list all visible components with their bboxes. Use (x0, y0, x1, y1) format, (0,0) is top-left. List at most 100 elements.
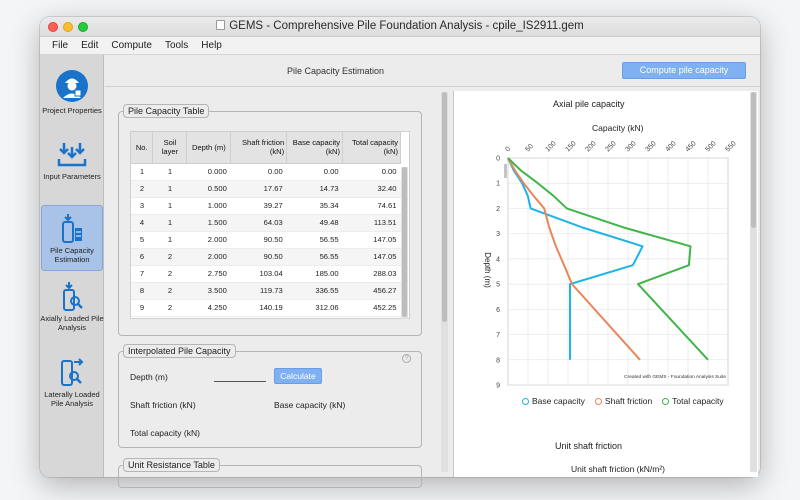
table-cell: 103.04 (230, 265, 287, 283)
x-axis-label-capacity: Capacity (kN) (592, 123, 644, 133)
table-cell: 17.67 (230, 180, 287, 198)
plot-area (507, 157, 729, 386)
menu-tools[interactable]: Tools (164, 40, 189, 51)
table-cell: 6 (131, 248, 153, 266)
table-cell: 35.34 (286, 197, 343, 215)
pile-capacity-table-body: 1 1 0.000 0.00 0.00 0.00 2 1 0.500 17.67 14.73 32.4… (131, 163, 401, 317)
table-cell: 312.06 (286, 299, 343, 317)
legend-item-shaft-friction[interactable]: Shaft friction (594, 396, 652, 406)
table-row[interactable]: 6 2 2.000 90.50 56.55 147.05 (131, 248, 401, 266)
legend-item-total-capacity[interactable]: Total capacity (662, 396, 724, 406)
pile-capacity-table-wrap[interactable]: No. Soil layer Depth (m) Shaft friction … (130, 131, 410, 319)
col-header-base-capacity[interactable]: Base capacity (kN) (286, 132, 344, 164)
calculate-button[interactable]: Calculate (274, 368, 322, 384)
maximize-window-button[interactable] (78, 22, 88, 32)
pile-capacity-table-group: Pile Capacity Table (118, 104, 422, 336)
x-tick-label: 50 (524, 143, 535, 154)
table-row[interactable]: 2 1 0.500 17.67 14.73 32.40 (131, 180, 401, 198)
table-cell: 8 (131, 282, 153, 300)
table-row[interactable]: 9 2 4.250 140.19 312.06 452.25 (131, 299, 401, 317)
table-scrollbar[interactable] (401, 167, 408, 319)
table-cell: 56.55 (286, 248, 343, 266)
table-cell: 147.05 (342, 248, 401, 266)
col-header-depth[interactable]: Depth (m) (186, 132, 232, 164)
document-icon (216, 20, 226, 30)
table-scrollbar-thumb[interactable] (402, 167, 407, 317)
col-header-no[interactable]: No. (131, 132, 154, 164)
x-tick-label: 100 (544, 140, 557, 153)
table-cell: 288.03 (342, 265, 401, 283)
x-tick-label: 450 (684, 140, 697, 153)
menu-file[interactable]: File (52, 40, 69, 51)
table-row[interactable]: 4 1 1.500 64.03 49.48 113.51 (131, 214, 401, 232)
x-tick-label: 350 (644, 140, 657, 153)
table-cell: 3 (131, 197, 153, 215)
table-cell: 140.19 (230, 299, 287, 317)
table-cell: 147.05 (342, 231, 401, 249)
y-tick-label: 9 (496, 383, 500, 390)
table-cell: 0.00 (286, 163, 343, 181)
depth-input[interactable] (214, 381, 266, 382)
table-cell: 1.000 (186, 197, 231, 215)
table-row[interactable]: 7 2 2.750 103.04 185.00 288.03 (131, 265, 401, 283)
menu-help[interactable]: Help (201, 40, 222, 51)
y-axis-label-depth: Depth (m) (483, 252, 492, 288)
table-cell: 7 (131, 265, 153, 283)
table-cell: 9 (131, 299, 153, 317)
table-cell: 1 (131, 163, 153, 181)
pile-capacity-table: No. Soil layer Depth (m) Shaft friction … (131, 132, 401, 317)
table-cell: 39.27 (230, 197, 287, 215)
table-cell: 90.50 (230, 248, 287, 266)
axial-capacity-chart: 0 50 100 150 200 250 300 350 400 450 500 550 0 1 2 3 4 5 6… (483, 140, 738, 390)
left-pane-scrollbar[interactable] (441, 92, 448, 472)
sidebar-item-pile-capacity-estimation[interactable]: Pile Capacity Estimation (41, 205, 103, 271)
chart-pane-scrollbar[interactable] (750, 92, 757, 472)
table-cell: 119.73 (230, 282, 287, 300)
table-cell: 456.27 (342, 282, 401, 300)
help-icon[interactable]: ? (402, 354, 411, 363)
table-row[interactable]: 1 1 0.000 0.00 0.00 0.00 (131, 163, 401, 181)
interpolated-pile-capacity-legend: Interpolated Pile Capacity (123, 344, 236, 358)
base-capacity-label: Base capacity (kN) (274, 400, 346, 410)
chart-title-unit-shaft-friction: Unit shaft friction (555, 441, 623, 451)
close-window-button[interactable] (48, 22, 58, 32)
table-cell: 1 (152, 214, 187, 232)
sidebar-item-input-parameters[interactable]: Input Parameters (40, 141, 104, 189)
menu-bar: File Edit Compute Tools Help (40, 37, 760, 55)
table-cell: 56.55 (286, 231, 343, 249)
table-cell: 452.25 (342, 299, 401, 317)
table-cell: 0.00 (230, 163, 287, 181)
left-pane-scrollbar-thumb[interactable] (442, 92, 447, 322)
sidebar-item-laterally-loaded-pile-analysis[interactable]: Laterally Loaded Pile Analysis (40, 357, 104, 417)
minimize-window-button[interactable] (63, 22, 73, 32)
window-title: GEMS - Comprehensive Pile Foundation Ana… (40, 20, 760, 32)
x-tick-label: 200 (584, 140, 597, 153)
col-header-shaft-friction[interactable]: Shaft friction (kN) (230, 132, 288, 164)
legend-item-base-capacity[interactable]: Base capacity (522, 396, 585, 406)
table-cell: 1 (152, 163, 187, 181)
table-cell: 2 (152, 265, 187, 283)
table-row[interactable]: 3 1 1.000 39.27 35.34 74.61 (131, 197, 401, 215)
menu-compute[interactable]: Compute (111, 40, 152, 51)
title-bar: GEMS - Comprehensive Pile Foundation Ana… (40, 17, 760, 37)
menu-edit[interactable]: Edit (81, 40, 99, 51)
unit-resistance-table-legend: Unit Resistance Table (123, 458, 220, 472)
series-line-total-capacity (507, 157, 709, 361)
y-tick-label: 0 (496, 156, 500, 163)
col-header-total-capacity[interactable]: Total capacity (kN) (342, 132, 401, 164)
sidebar-item-axially-loaded-pile-analysis[interactable]: Axially Loaded Pile Analysis (40, 281, 104, 337)
compute-pile-capacity-button[interactable]: Compute pile capacity (622, 62, 746, 79)
table-cell: 3.500 (186, 282, 231, 300)
table-cell: 2 (131, 180, 153, 198)
x-tick-label: 300 (624, 140, 637, 153)
table-row[interactable]: 5 1 2.000 90.50 56.55 147.05 (131, 231, 401, 249)
table-cell: 0.500 (186, 180, 231, 198)
table-cell: 1 (152, 197, 187, 215)
col-header-soil-layer[interactable]: Soil layer (152, 132, 188, 164)
table-row[interactable]: 8 2 3.500 119.73 336.55 456.27 (131, 282, 401, 300)
sidebar-item-project-properties[interactable]: Project Properties (40, 69, 104, 121)
chart-pane-scrollbar-thumb[interactable] (751, 92, 756, 228)
lateral-pile-icon (61, 358, 84, 386)
x-tick-label: 550 (724, 140, 737, 153)
y-tick-label: 6 (496, 307, 500, 314)
